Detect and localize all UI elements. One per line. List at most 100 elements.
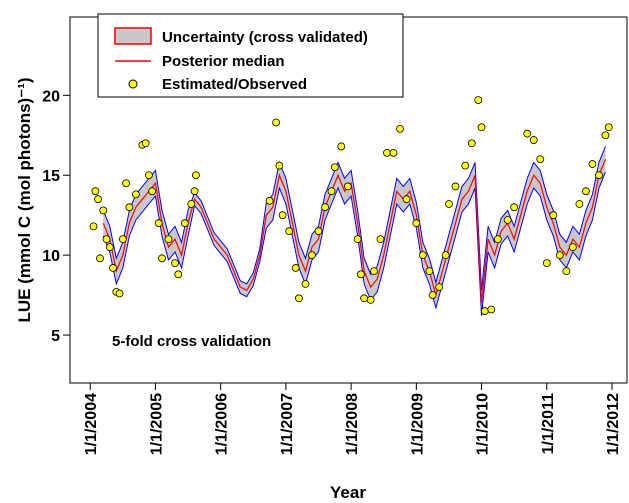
x-axis-label: Year bbox=[330, 483, 366, 502]
observed-point bbox=[451, 182, 460, 191]
observed-point bbox=[91, 187, 100, 196]
observed-point bbox=[295, 294, 303, 303]
x-tick-label: 1/1/2011 bbox=[540, 393, 557, 455]
observed-point bbox=[435, 283, 444, 292]
observed-point bbox=[353, 235, 362, 244]
observed-point bbox=[125, 203, 134, 212]
y-tick-label: 20 bbox=[42, 88, 60, 105]
observed-point bbox=[278, 211, 287, 220]
band-edge bbox=[102, 171, 606, 316]
observed-point bbox=[549, 211, 558, 220]
observed-point bbox=[314, 227, 323, 236]
x-tick-label: 1/1/2004 bbox=[83, 393, 100, 455]
observed-point bbox=[461, 161, 470, 170]
observed-point bbox=[383, 148, 391, 157]
observed-point bbox=[366, 295, 375, 304]
observed-point bbox=[187, 200, 196, 208]
x-tick-label: 1/1/2007 bbox=[279, 393, 296, 455]
observed-point bbox=[285, 227, 294, 236]
band-edge bbox=[102, 146, 606, 291]
observed-point bbox=[510, 203, 519, 212]
observed-point bbox=[343, 182, 352, 191]
observed-point bbox=[356, 270, 365, 279]
observed-point bbox=[588, 160, 597, 168]
observed-point bbox=[301, 280, 310, 288]
observed-point bbox=[575, 200, 584, 208]
observed-point bbox=[529, 136, 538, 144]
observed-point bbox=[396, 124, 404, 133]
observed-point bbox=[418, 251, 427, 260]
observed-point bbox=[122, 179, 130, 188]
y-axis-label: LUE (mmol C (mol photons)⁻¹) bbox=[15, 77, 34, 322]
x-tick-label: 1/1/2010 bbox=[475, 393, 492, 455]
observed-point bbox=[604, 123, 613, 132]
x-tick-label: 1/1/2005 bbox=[148, 393, 165, 455]
observed-point bbox=[487, 305, 496, 314]
observed-point bbox=[115, 289, 124, 298]
observed-point bbox=[474, 96, 483, 105]
observed-point bbox=[595, 171, 603, 180]
observed-point bbox=[272, 118, 281, 127]
observed-point bbox=[441, 251, 450, 260]
observed-point bbox=[376, 235, 385, 244]
observed-point bbox=[96, 254, 104, 263]
observed-point bbox=[118, 235, 127, 244]
legend-swatch bbox=[114, 27, 152, 45]
observed-point bbox=[105, 243, 114, 252]
observed-point bbox=[402, 195, 411, 204]
x-tick-label: 1/1/2012 bbox=[605, 393, 622, 455]
annotation: 5-fold cross validation bbox=[112, 333, 271, 350]
observed-point bbox=[536, 155, 545, 164]
observed-point bbox=[337, 142, 346, 151]
observed-point bbox=[265, 196, 274, 205]
observed-point bbox=[180, 219, 189, 228]
observed-point bbox=[308, 251, 316, 260]
observed-point bbox=[148, 187, 157, 196]
legend-label: Estimated/Observed bbox=[162, 76, 307, 93]
observed-point bbox=[330, 163, 339, 172]
observed-point bbox=[467, 139, 476, 148]
observed-point bbox=[493, 235, 502, 244]
observed-point bbox=[109, 264, 117, 272]
observed-point bbox=[477, 123, 486, 132]
observed-point bbox=[601, 131, 610, 140]
observed-point bbox=[158, 254, 166, 263]
observed-point bbox=[370, 267, 378, 276]
observed-point bbox=[131, 190, 140, 199]
observed-point bbox=[190, 187, 199, 196]
observed-point bbox=[582, 187, 590, 196]
x-tick-label: 1/1/2006 bbox=[214, 393, 231, 455]
observed-point bbox=[154, 219, 163, 228]
observed-point bbox=[480, 307, 489, 315]
observed-point bbox=[445, 200, 453, 208]
median-line bbox=[102, 159, 607, 304]
observed-point bbox=[360, 294, 369, 303]
observed-point bbox=[389, 148, 398, 157]
observed-point bbox=[94, 195, 102, 204]
y-tick-label: 5 bbox=[51, 328, 60, 345]
legend-swatch bbox=[128, 79, 138, 89]
observed-point bbox=[542, 259, 551, 268]
observed-point bbox=[327, 187, 336, 196]
observed-point bbox=[428, 291, 437, 299]
x-tick-label: 1/1/2009 bbox=[409, 393, 426, 455]
observed-point bbox=[174, 270, 183, 279]
observed-point bbox=[102, 235, 111, 244]
legend-label: Posterior median bbox=[162, 53, 285, 70]
observed-point bbox=[164, 235, 173, 244]
observed-point bbox=[523, 129, 532, 138]
observed-point bbox=[425, 267, 434, 276]
x-tick-label: 1/1/2008 bbox=[344, 393, 361, 455]
observed-point bbox=[275, 161, 284, 170]
observed-point bbox=[321, 203, 329, 212]
legend-label: Uncertainty (cross validated) bbox=[162, 29, 368, 46]
observed-point bbox=[99, 206, 108, 215]
observed-point bbox=[141, 139, 150, 148]
observed-point bbox=[412, 219, 421, 228]
y-tick-label: 15 bbox=[42, 168, 60, 185]
observed-point bbox=[562, 267, 571, 276]
observed-point bbox=[89, 222, 98, 231]
observed-point bbox=[568, 243, 577, 252]
observed-point bbox=[555, 251, 564, 260]
